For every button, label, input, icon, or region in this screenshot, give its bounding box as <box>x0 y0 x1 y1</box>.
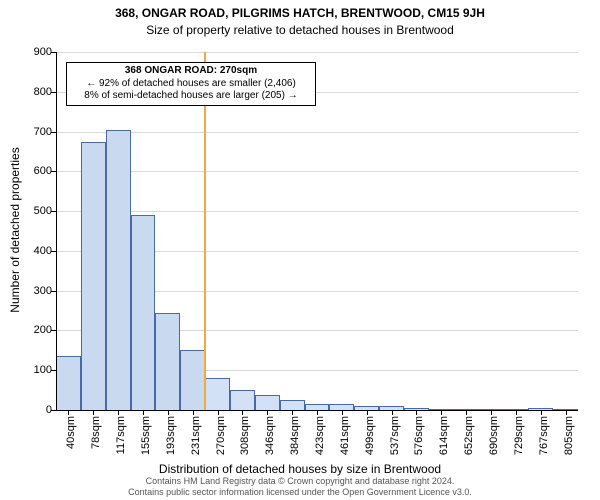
x-tick-label: 270sqm <box>215 416 227 455</box>
x-tick-label: 461sqm <box>339 416 351 455</box>
footer-attribution: Contains HM Land Registry data © Crown c… <box>0 476 600 498</box>
x-tick-label: 805sqm <box>563 416 575 455</box>
x-tick-label: 652sqm <box>463 416 475 455</box>
y-tick-label: 400 <box>34 245 52 257</box>
y-tick-label: 200 <box>34 324 52 336</box>
x-tick-label: 117sqm <box>115 416 127 454</box>
bar <box>255 395 280 410</box>
x-tick-label: 346sqm <box>264 416 276 455</box>
gridline <box>56 52 578 53</box>
y-axis-label: Number of detached properties <box>8 147 22 312</box>
bar <box>106 130 131 410</box>
x-tick-label: 690sqm <box>488 416 500 455</box>
x-tick-label: 499sqm <box>364 416 376 455</box>
x-tick-label: 576sqm <box>413 416 425 455</box>
x-tick-label: 193sqm <box>165 416 177 455</box>
x-axis-label: Distribution of detached houses by size … <box>0 462 600 476</box>
x-tick-label: 729sqm <box>513 416 525 455</box>
footer-line1: Contains HM Land Registry data © Crown c… <box>0 476 600 487</box>
y-tick-label: 600 <box>34 165 52 177</box>
annotation-line: 368 ONGAR ROAD: 270sqm <box>71 65 311 78</box>
annotation-box: 368 ONGAR ROAD: 270sqm← 92% of detached … <box>66 62 316 106</box>
x-tick-label: 537sqm <box>389 416 401 455</box>
x-tick-label: 423sqm <box>314 416 326 455</box>
y-tick-label: 0 <box>46 404 52 416</box>
y-tick-label: 500 <box>34 205 52 217</box>
x-axis-line <box>56 410 578 411</box>
gridline <box>56 171 578 172</box>
chart-title-line2: Size of property relative to detached ho… <box>0 20 600 37</box>
y-tick-label: 700 <box>34 126 52 138</box>
x-tick-label: 78sqm <box>90 416 102 449</box>
plot-area: 010020030040050060070080090040sqm78sqm11… <box>56 52 578 410</box>
chart-title-line1: 368, ONGAR ROAD, PILGRIMS HATCH, BRENTWO… <box>0 0 600 20</box>
y-tick-label: 300 <box>34 285 52 297</box>
x-tick-label: 155sqm <box>140 416 152 455</box>
gridline <box>56 132 578 133</box>
y-tick-label: 800 <box>34 86 52 98</box>
x-tick-label: 40sqm <box>65 416 77 449</box>
x-tick-label: 308sqm <box>239 416 251 455</box>
bar <box>180 350 205 410</box>
x-tick-label: 614sqm <box>438 416 450 455</box>
bar <box>205 378 230 410</box>
x-tick-label: 231sqm <box>190 416 202 455</box>
annotation-line: 8% of semi-detached houses are larger (2… <box>71 90 311 103</box>
x-tick-label: 384sqm <box>289 416 301 455</box>
footer-line2: Contains public sector information licen… <box>0 487 600 498</box>
y-tick-label: 900 <box>34 46 52 58</box>
bar <box>131 215 156 410</box>
gridline <box>56 211 578 212</box>
y-axis-line <box>56 52 57 410</box>
bar <box>155 313 180 410</box>
y-tick-label: 100 <box>34 364 52 376</box>
reference-line <box>204 52 206 410</box>
annotation-line: ← 92% of detached houses are smaller (2,… <box>71 78 311 91</box>
bar <box>280 400 305 410</box>
bar <box>56 356 81 410</box>
x-tick-label: 767sqm <box>538 416 550 455</box>
bar <box>81 142 106 411</box>
chart-container: 368, ONGAR ROAD, PILGRIMS HATCH, BRENTWO… <box>0 0 600 500</box>
bar <box>230 390 255 410</box>
